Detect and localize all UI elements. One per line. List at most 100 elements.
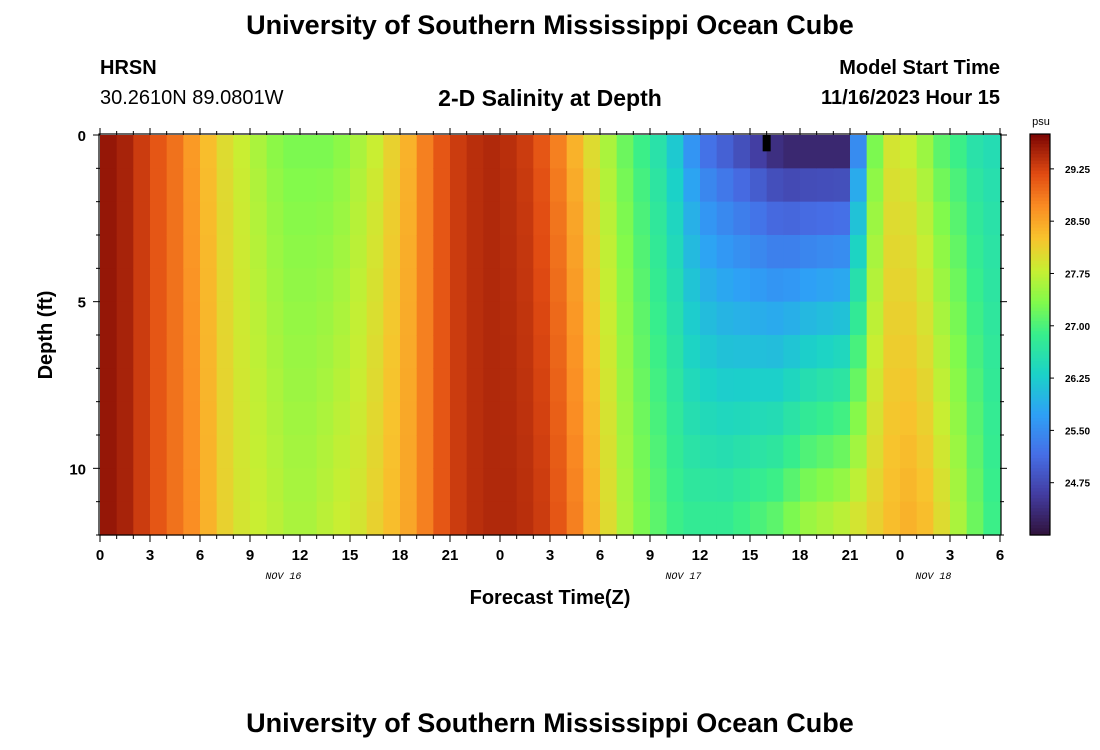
colorbar-segment (1030, 254, 1050, 259)
heatmap-cell (866, 135, 884, 169)
heatmap-cell (850, 501, 868, 536)
heatmap-cell (566, 401, 584, 436)
colorbar-segment (1030, 331, 1050, 336)
heatmap-cell (100, 335, 118, 369)
heatmap-cell (683, 335, 701, 369)
heatmap-cell (250, 368, 268, 403)
heatmap-cell (966, 135, 984, 169)
heatmap-cell (716, 335, 734, 369)
heatmap-cell (333, 268, 351, 303)
heatmap-cell (916, 135, 934, 169)
heatmap-cell (983, 435, 1001, 469)
colorbar-segment (1030, 247, 1050, 252)
heatmap-cell (600, 401, 618, 436)
heatmap-cell (883, 501, 901, 536)
colorbar-segment (1030, 414, 1050, 419)
heatmap-cell (550, 368, 568, 403)
heatmap-cell (200, 468, 218, 503)
colorbar-segment (1030, 508, 1050, 513)
heatmap-cell (283, 468, 301, 503)
heatmap-cell (366, 501, 384, 536)
heatmap-cell (950, 401, 968, 436)
heatmap-cell (316, 501, 334, 536)
heatmap-cell (483, 201, 501, 236)
heatmap-cell (466, 235, 484, 269)
colorbar-segment (1030, 341, 1050, 346)
heatmap-cell (966, 501, 984, 536)
heatmap-cell (116, 368, 134, 403)
heatmap-cell (733, 468, 751, 503)
heatmap-cell (700, 301, 718, 336)
colorbar-segment (1030, 304, 1050, 309)
heatmap-cell (750, 235, 768, 269)
heatmap-cell (600, 335, 618, 369)
heatmap-cell (250, 268, 268, 303)
colorbar-segment (1030, 344, 1050, 349)
heatmap-cell (616, 335, 634, 369)
heatmap-cell (750, 168, 768, 203)
heatmap-cell (266, 468, 284, 503)
heatmap-cell (683, 401, 701, 436)
colorbar-segment (1030, 214, 1050, 219)
colorbar-segment (1030, 220, 1050, 225)
x-tick-label: 15 (342, 547, 359, 564)
heatmap-cell (850, 135, 868, 169)
heatmap-cell (966, 235, 984, 269)
heatmap-cell (483, 335, 501, 369)
heatmap-cell (183, 501, 201, 536)
heatmap-cell (516, 135, 534, 169)
heatmap-cell (566, 268, 584, 303)
x-tick-label: 0 (496, 547, 504, 564)
heatmap-cell (533, 168, 551, 203)
heatmap-cell (700, 501, 718, 536)
colorbar-tick-label: 28.50 (1065, 217, 1090, 228)
colorbar-segment (1030, 264, 1050, 269)
heatmap-cell (700, 168, 718, 203)
colorbar-segment (1030, 374, 1050, 379)
heatmap-cell (200, 435, 218, 469)
heatmap-cell (266, 335, 284, 369)
heatmap-cell (933, 368, 951, 403)
heatmap-cell (616, 435, 634, 469)
heatmap-cell (150, 301, 168, 336)
heatmap-cell (233, 368, 251, 403)
x-axis-ticks (99, 128, 1001, 542)
colorbar-segment (1030, 140, 1050, 145)
heatmap-cell (800, 201, 818, 236)
heatmap-cell (800, 468, 818, 503)
heatmap-cell (333, 168, 351, 203)
heatmap-cell (400, 301, 418, 336)
heatmap-cell (700, 135, 718, 169)
heatmap-cell (783, 501, 801, 536)
heatmap-cell (966, 401, 984, 436)
heatmap-cell (900, 135, 918, 169)
heatmap-cell (550, 201, 568, 236)
colorbar-segment (1030, 170, 1050, 175)
colorbar-segment (1030, 428, 1050, 433)
colorbar-segment (1030, 514, 1050, 519)
heatmap-cell (216, 201, 234, 236)
heatmap-cell (316, 135, 334, 169)
heatmap-cell (933, 435, 951, 469)
heatmap-cell (400, 335, 418, 369)
heatmap-cell (416, 168, 434, 203)
colorbar-segment (1030, 408, 1050, 412)
heatmap-cell (983, 135, 1001, 169)
heatmap-cell (916, 368, 934, 403)
colorbar (1029, 133, 1054, 536)
colorbar-segment (1030, 424, 1050, 429)
colorbar-segment (1030, 511, 1050, 516)
heatmap-cell (766, 235, 784, 269)
heatmap-cell (633, 435, 651, 469)
station-coordinates: 30.2610N 89.0801W (100, 87, 284, 109)
heatmap-cell (600, 468, 618, 503)
heatmap-cell (650, 501, 668, 536)
heatmap-cell (833, 235, 851, 269)
heatmap-cell (816, 301, 834, 336)
heatmap-cell (133, 201, 151, 236)
heatmap-cell (850, 468, 868, 503)
colorbar-segment (1030, 354, 1050, 359)
heatmap-cell (716, 235, 734, 269)
heatmap-cell (783, 268, 801, 303)
heatmap-cell (916, 168, 934, 203)
